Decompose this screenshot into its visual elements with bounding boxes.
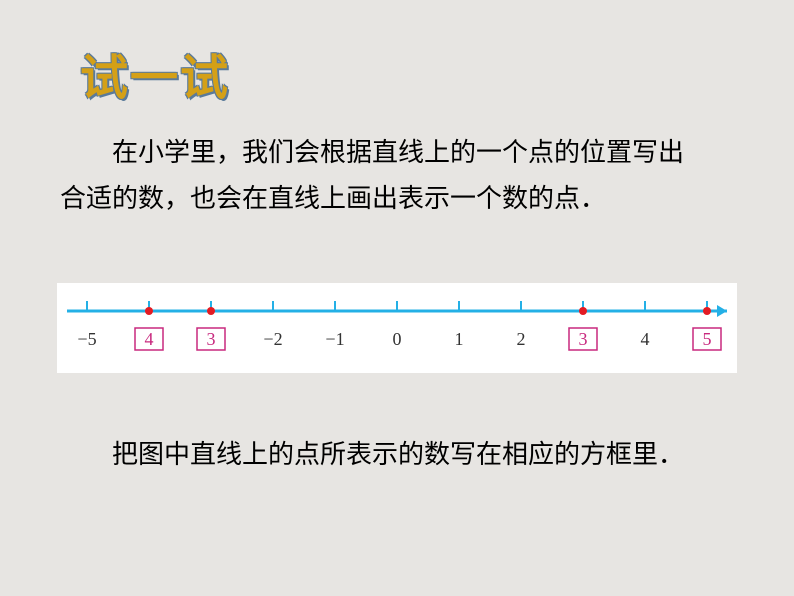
paragraph-2: 把图中直线上的点所表示的数写在相应的方框里． <box>60 432 720 478</box>
numberline-container: −5 −2 −1 0 1 2 4 4 3 3 5 <box>57 283 737 373</box>
tick-label: −5 <box>77 329 96 349</box>
tick-label: −2 <box>263 329 282 349</box>
numberline-svg: −5 −2 −1 0 1 2 4 4 3 3 5 <box>57 283 737 373</box>
paragraph-1: 在小学里，我们会根据直线上的一个点的位置写出合适的数，也会在直线上画出表示一个数… <box>60 130 700 222</box>
answer-box-text: 5 <box>703 329 712 349</box>
tick-label: 1 <box>455 329 464 349</box>
tick-label: −1 <box>325 329 344 349</box>
tick-label: 4 <box>641 329 650 349</box>
slide-title: 试一试 <box>80 38 230 108</box>
answer-box-text: 4 <box>145 329 154 349</box>
answer-box-text: 3 <box>579 329 588 349</box>
tick-label: 2 <box>517 329 526 349</box>
answer-box-text: 3 <box>207 329 216 349</box>
tick-label: 0 <box>393 329 402 349</box>
